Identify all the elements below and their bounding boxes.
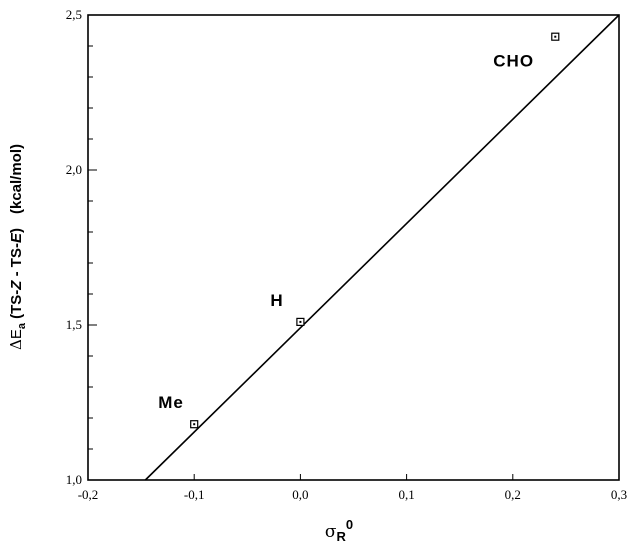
fit-line-group — [144, 14, 620, 481]
x-tick-label: -0,2 — [78, 487, 99, 502]
x-axis-title-subscript: R — [336, 529, 346, 544]
y-axis-title-delta: Δ — [7, 339, 25, 350]
y-axis-title-part3: ) — [8, 228, 25, 233]
y-axis-ticks: 1,0 1,5 2,0 2,5 — [66, 7, 97, 487]
fit-line — [144, 14, 620, 481]
y-axis-title-e: E — [8, 329, 25, 339]
y-axis-title-subscript: a — [16, 322, 28, 329]
y-tick-label: 1,5 — [66, 317, 82, 332]
y-axis-title: ΔEa (TS-Z - TS-E)(kcal/mol) — [7, 144, 28, 350]
x-axis-title: σR0 — [325, 517, 353, 544]
y-axis-title-z: Z — [8, 280, 25, 291]
x-axis-title-symbol: σ — [325, 522, 337, 542]
x-axis-title-superscript: 0 — [346, 517, 353, 532]
data-point-marker-center — [299, 320, 302, 323]
x-tick-label: 0,2 — [505, 487, 521, 502]
y-tick-label: 2,5 — [66, 7, 82, 22]
y-axis-title-unit: (kcal/mol) — [8, 144, 25, 214]
data-points: Me H CHO — [158, 32, 560, 429]
data-point-marker-center — [193, 423, 196, 426]
x-tick-label: 0,3 — [611, 487, 627, 502]
x-axis-ticks: -0,2 -0,1 0,0 0,1 0,2 0,3 — [78, 474, 627, 502]
y-axis-title-e2: E — [8, 232, 25, 243]
y-tick-label: 1,0 — [66, 472, 82, 487]
y-axis-title-part2: - TS- — [8, 243, 25, 281]
y-axis-title-part1: (TS- — [8, 290, 25, 323]
data-point-label: Me — [158, 393, 184, 412]
y-tick-label: 2,0 — [66, 162, 82, 177]
x-tick-label: -0,1 — [184, 487, 205, 502]
x-tick-label: 0,1 — [398, 487, 414, 502]
data-point-label: CHO — [493, 52, 534, 71]
data-point-marker-center — [554, 35, 557, 38]
plot-frame — [87, 14, 620, 481]
x-tick-label: 0,0 — [292, 487, 308, 502]
data-point-label: H — [270, 291, 283, 310]
